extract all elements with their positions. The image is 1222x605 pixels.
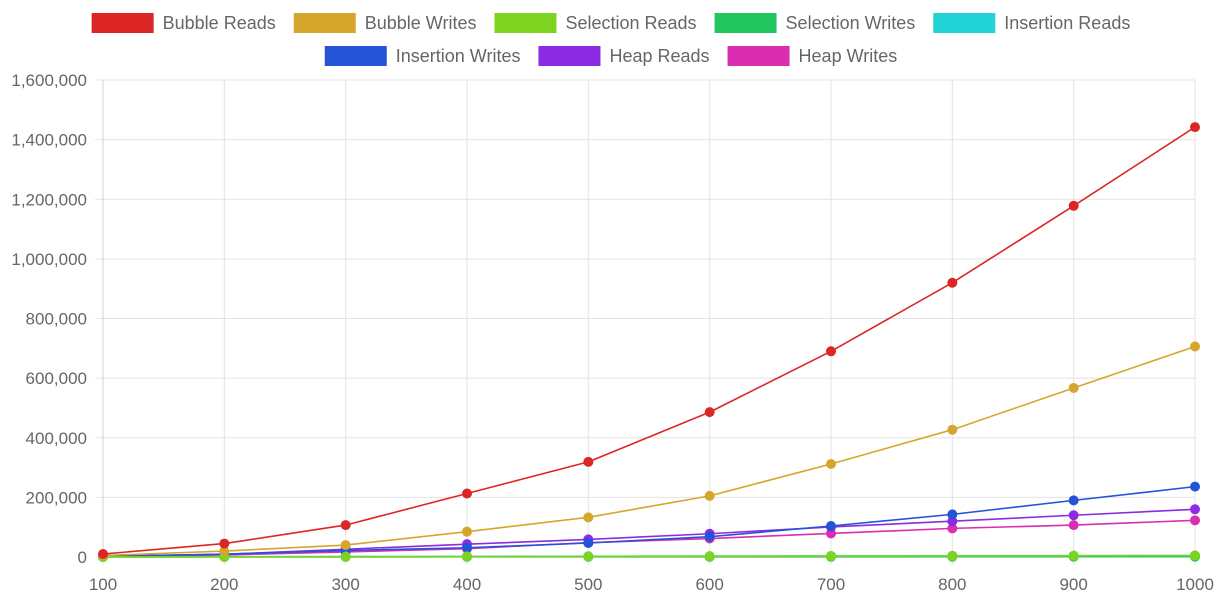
- data-point-insertion-writes[interactable]: [1069, 495, 1079, 505]
- legend-item-bubble-writes[interactable]: Bubble Writes: [294, 13, 477, 33]
- x-tick-label: 1000: [1176, 575, 1214, 594]
- x-tick-label: 800: [938, 575, 966, 594]
- data-point-bubble-reads[interactable]: [705, 407, 715, 417]
- data-point-bubble-reads[interactable]: [462, 488, 472, 498]
- data-point-bubble-writes[interactable]: [705, 491, 715, 501]
- legend-label: Heap Reads: [609, 46, 709, 66]
- data-point-bubble-reads[interactable]: [583, 457, 593, 467]
- axes: 0 200,000 400,000 600,000 800,000 1,000,000 1,…: [11, 71, 1214, 594]
- legend-label: Heap Writes: [799, 46, 898, 66]
- data-point-bubble-writes[interactable]: [947, 425, 957, 435]
- legend-item-heap-writes[interactable]: Heap Writes: [728, 46, 898, 66]
- legend-swatch: [92, 13, 154, 33]
- data-point-bubble-writes[interactable]: [583, 512, 593, 522]
- legend-swatch: [538, 46, 600, 66]
- data-point-insertion-writes[interactable]: [826, 521, 836, 531]
- x-tick-label: 400: [453, 575, 481, 594]
- data-point-insertion-writes[interactable]: [705, 532, 715, 542]
- y-tick-label: 1,000,000: [11, 250, 87, 269]
- legend-swatch: [294, 13, 356, 33]
- data-point-bubble-reads[interactable]: [826, 346, 836, 356]
- data-point-insertion-writes[interactable]: [947, 509, 957, 519]
- legend-label: Selection Reads: [565, 13, 696, 33]
- data-point-heap-reads[interactable]: [1069, 510, 1079, 520]
- data-point-insertion-writes[interactable]: [1190, 482, 1200, 492]
- legend: Bubble Reads Bubble Writes Selection Reads…: [92, 13, 1131, 66]
- data-point-bubble-reads[interactable]: [1190, 122, 1200, 132]
- data-point-selection-reads[interactable]: [826, 551, 836, 561]
- series-line-bubble-reads: [103, 127, 1195, 554]
- legend-label: Bubble Writes: [365, 13, 477, 33]
- x-tick-label: 700: [817, 575, 845, 594]
- data-point-selection-reads[interactable]: [462, 552, 472, 562]
- data-point-insertion-writes[interactable]: [462, 543, 472, 553]
- y-tick-label: 1,200,000: [11, 190, 87, 209]
- y-tick-label: 200,000: [26, 488, 87, 507]
- data-point-bubble-writes[interactable]: [826, 459, 836, 469]
- legend-label: Insertion Writes: [396, 46, 521, 66]
- data-point-selection-reads[interactable]: [583, 551, 593, 561]
- legend-item-selection-writes[interactable]: Selection Writes: [715, 13, 916, 33]
- data-point-bubble-reads[interactable]: [341, 520, 351, 530]
- data-point-insertion-writes[interactable]: [583, 538, 593, 548]
- data-point-heap-writes[interactable]: [1069, 520, 1079, 530]
- series-line-heap-writes: [103, 520, 1195, 556]
- legend-item-selection-reads[interactable]: Selection Reads: [494, 13, 696, 33]
- y-tick-label: 400,000: [26, 429, 87, 448]
- grid: [95, 80, 1195, 565]
- y-tick-label: 1,600,000: [11, 71, 87, 90]
- legend-swatch: [715, 13, 777, 33]
- legend-item-heap-reads[interactable]: Heap Reads: [538, 46, 709, 66]
- y-tick-label: 600,000: [26, 369, 87, 388]
- data-point-bubble-reads[interactable]: [947, 278, 957, 288]
- series-bubble-writes: [98, 342, 1200, 561]
- y-tick-label: 0: [78, 548, 87, 567]
- data-point-selection-reads[interactable]: [341, 552, 351, 562]
- y-tick-label: 1,400,000: [11, 131, 87, 150]
- data-point-bubble-writes[interactable]: [1190, 342, 1200, 352]
- legend-swatch: [494, 13, 556, 33]
- x-tick-label: 300: [331, 575, 359, 594]
- x-tick-label: 100: [89, 575, 117, 594]
- data-point-selection-reads[interactable]: [1190, 551, 1200, 561]
- x-tick-label: 500: [574, 575, 602, 594]
- legend-swatch: [325, 46, 387, 66]
- x-tick-label: 600: [695, 575, 723, 594]
- y-tick-label: 800,000: [26, 310, 87, 329]
- data-point-heap-reads[interactable]: [1190, 504, 1200, 514]
- data-point-heap-writes[interactable]: [1190, 515, 1200, 525]
- data-point-bubble-writes[interactable]: [462, 527, 472, 537]
- legend-item-bubble-reads[interactable]: Bubble Reads: [92, 13, 276, 33]
- series-layer: [98, 122, 1200, 562]
- data-point-bubble-reads[interactable]: [219, 539, 229, 549]
- legend-swatch: [728, 46, 790, 66]
- legend-swatch: [933, 13, 995, 33]
- legend-label: Insertion Reads: [1004, 13, 1130, 33]
- legend-label: Selection Writes: [786, 13, 916, 33]
- series-bubble-reads: [98, 122, 1200, 559]
- data-point-bubble-writes[interactable]: [1069, 383, 1079, 393]
- data-point-selection-reads[interactable]: [947, 551, 957, 561]
- legend-item-insertion-writes[interactable]: Insertion Writes: [325, 46, 521, 66]
- x-tick-label: 900: [1059, 575, 1087, 594]
- data-point-selection-reads[interactable]: [1069, 551, 1079, 561]
- x-tick-label: 200: [210, 575, 238, 594]
- data-point-bubble-reads[interactable]: [98, 549, 108, 559]
- legend-label: Bubble Reads: [163, 13, 276, 33]
- data-point-bubble-writes[interactable]: [341, 540, 351, 550]
- legend-item-insertion-reads[interactable]: Insertion Reads: [933, 13, 1130, 33]
- data-point-bubble-reads[interactable]: [1069, 201, 1079, 211]
- data-point-selection-reads[interactable]: [705, 551, 715, 561]
